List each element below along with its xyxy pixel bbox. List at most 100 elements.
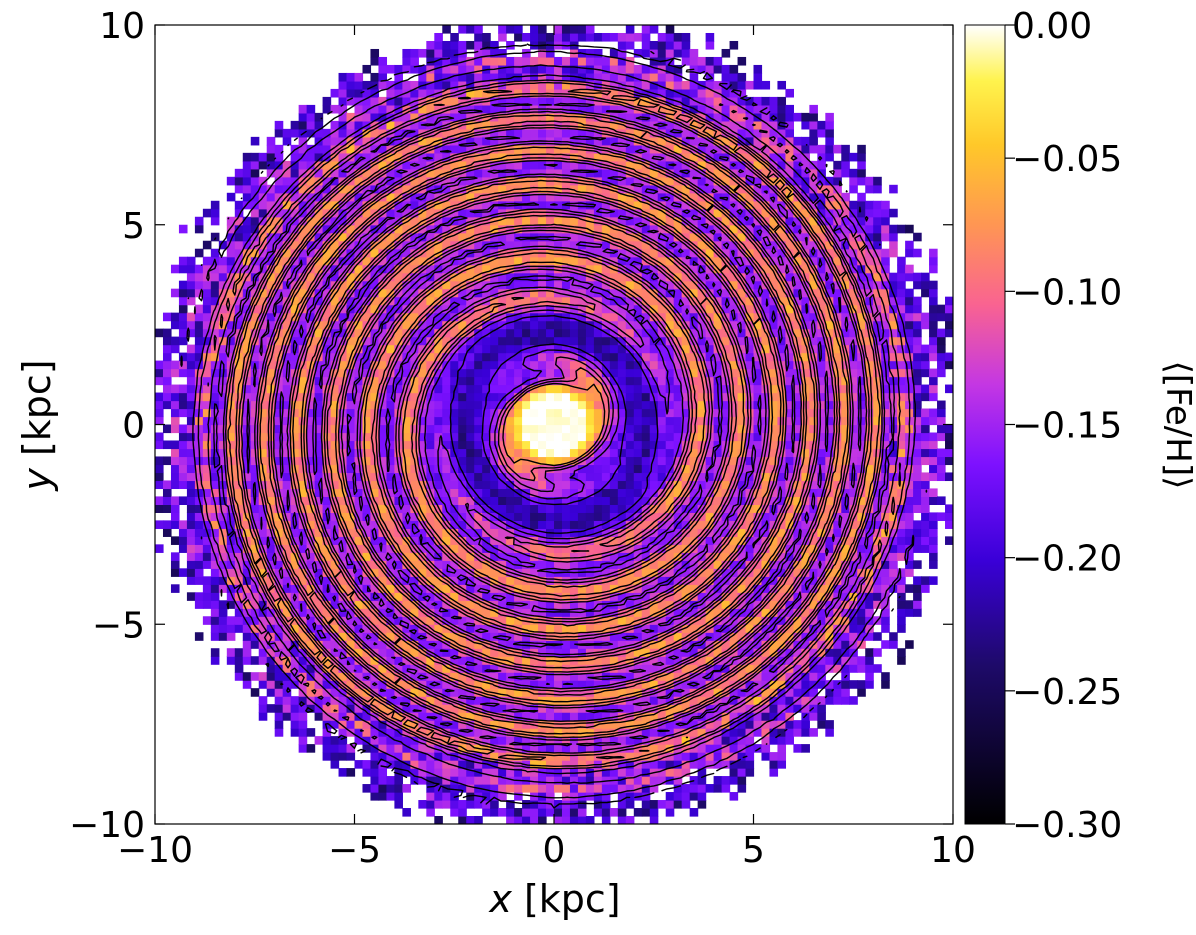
heatmap-cell bbox=[171, 552, 180, 561]
heatmap-cell bbox=[155, 496, 164, 505]
heatmap-cell bbox=[331, 432, 340, 441]
heatmap-cell bbox=[187, 417, 196, 426]
heatmap-cell bbox=[187, 289, 196, 298]
heatmap-cell bbox=[171, 337, 180, 346]
heatmap-cell bbox=[243, 185, 252, 194]
heatmap-cell bbox=[307, 560, 316, 569]
heatmap-cell bbox=[179, 385, 188, 394]
heatmap-cell bbox=[251, 688, 260, 697]
heatmap-cell bbox=[283, 185, 292, 194]
heatmap-cell bbox=[227, 177, 236, 186]
heatmap-cell bbox=[339, 73, 348, 82]
heatmap-cell bbox=[163, 361, 172, 370]
heatmap-cell bbox=[307, 121, 316, 130]
heatmap-cell bbox=[195, 544, 204, 553]
heatmap-cell bbox=[179, 289, 188, 298]
heatmap-cell bbox=[227, 249, 236, 258]
heatmap-cell bbox=[171, 456, 180, 465]
heatmap-cell bbox=[283, 680, 292, 689]
heatmap-cell bbox=[179, 337, 188, 346]
heatmap-cell bbox=[187, 369, 196, 378]
heatmap-cell bbox=[299, 728, 308, 737]
heatmap-cell bbox=[155, 464, 164, 473]
heatmap-cell bbox=[291, 728, 300, 737]
heatmap-cell bbox=[219, 273, 228, 282]
heatmap-cell bbox=[203, 313, 212, 322]
heatmap-cell bbox=[203, 257, 212, 266]
heatmap-cell bbox=[331, 440, 340, 449]
heatmap-cell bbox=[219, 401, 228, 410]
heatmap-cell bbox=[179, 313, 188, 322]
heatmap-cell bbox=[171, 385, 180, 394]
heatmap-cell bbox=[331, 744, 340, 753]
heatmap-cell bbox=[171, 409, 180, 418]
heatmap-cell bbox=[235, 185, 244, 194]
heatmap-cell bbox=[291, 129, 300, 138]
heatmap-cell bbox=[227, 193, 236, 202]
heatmap-cell bbox=[171, 512, 180, 521]
heatmap-cell bbox=[163, 329, 172, 338]
heatmap-cell bbox=[315, 712, 324, 721]
heatmap-cell bbox=[283, 696, 292, 705]
heatmap-cell bbox=[283, 161, 292, 170]
heatmap-cell bbox=[259, 409, 268, 418]
heatmap-cell bbox=[171, 440, 180, 449]
heatmap-cell bbox=[259, 672, 268, 681]
heatmap-cell bbox=[275, 728, 284, 737]
heatmap-cell bbox=[171, 393, 180, 402]
heatmap-cell bbox=[355, 632, 364, 641]
heatmap-cell bbox=[163, 393, 172, 402]
heatmap-cell bbox=[243, 640, 252, 649]
heatmap-cell bbox=[211, 425, 220, 434]
heatmap-cell bbox=[251, 193, 260, 202]
heatmap-cell bbox=[203, 552, 212, 561]
heatmap-cell bbox=[355, 440, 364, 449]
heatmap-cell bbox=[299, 440, 308, 449]
heatmap-cell bbox=[243, 161, 252, 170]
heatmap-cell bbox=[275, 696, 284, 705]
heatmap-cell bbox=[179, 409, 188, 418]
heatmap-cell bbox=[251, 153, 260, 162]
heatmap-cell bbox=[179, 496, 188, 505]
heatmap-cell bbox=[211, 648, 220, 657]
heatmap-cell bbox=[235, 177, 244, 186]
heatmap-cell bbox=[267, 680, 276, 689]
heatmap-cell bbox=[179, 305, 188, 314]
heatmap-cell bbox=[211, 568, 220, 577]
heatmap-cell bbox=[219, 265, 228, 274]
heatmap-cell bbox=[187, 560, 196, 569]
heatmap-cell bbox=[347, 81, 356, 90]
heatmap-cell bbox=[187, 385, 196, 394]
heatmap-cell bbox=[179, 297, 188, 306]
heatmap-cell bbox=[211, 592, 220, 601]
heatmap-cell bbox=[275, 185, 284, 194]
heatmap-cell bbox=[195, 281, 204, 290]
heatmap-cell bbox=[299, 720, 308, 729]
heatmap-cell bbox=[203, 281, 212, 290]
heatmap-cell bbox=[187, 536, 196, 545]
heatmap-cell bbox=[299, 608, 308, 617]
heatmap-cell bbox=[299, 448, 308, 457]
heatmap-cell bbox=[203, 560, 212, 569]
heatmap-cell bbox=[163, 488, 172, 497]
heatmap-cell bbox=[187, 592, 196, 601]
heatmap-cell bbox=[275, 720, 284, 729]
heatmap-cell bbox=[179, 369, 188, 378]
heatmap-cell bbox=[195, 265, 204, 274]
heatmap-cell bbox=[195, 520, 204, 529]
heatmap-cell bbox=[187, 488, 196, 497]
heatmap-cell bbox=[203, 377, 212, 386]
heatmap-cell bbox=[323, 752, 332, 761]
heatmap-cell bbox=[275, 704, 284, 713]
heatmap-cell bbox=[171, 568, 180, 577]
heatmap-cell bbox=[259, 528, 268, 537]
heatmap-cell bbox=[307, 153, 316, 162]
heatmap-cell bbox=[362, 760, 371, 769]
heatmap-cell bbox=[227, 648, 236, 657]
heatmap-cell bbox=[275, 672, 284, 681]
heatmap-cell bbox=[203, 385, 212, 394]
heatmap-cell bbox=[307, 105, 316, 114]
heatmap-cell bbox=[315, 113, 324, 122]
heatmap-cell bbox=[267, 145, 276, 154]
